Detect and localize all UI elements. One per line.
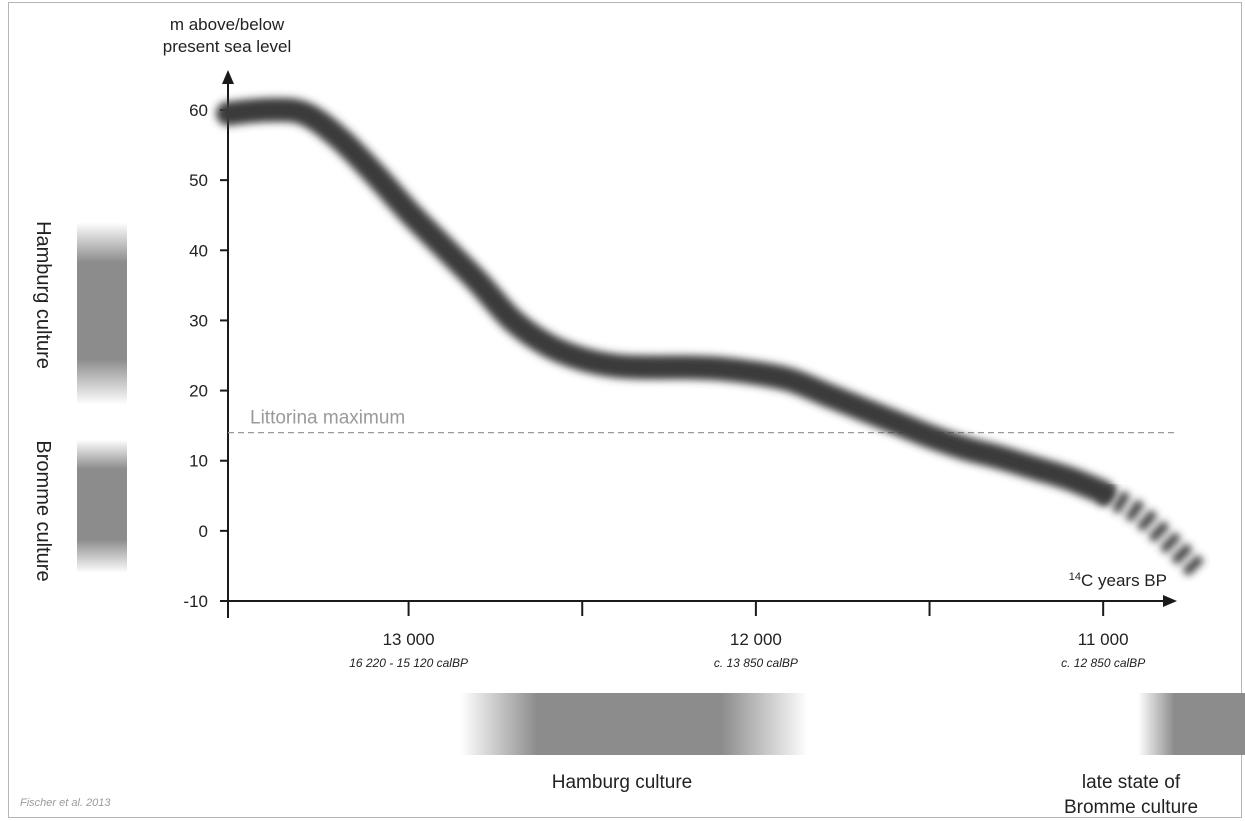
x-tick-sublabel: c. 13 850 calBP [714, 656, 798, 670]
x-ticks: 13 000 16 220 - 15 120 calBP 12 000 c. 13 8… [227, 601, 1145, 670]
x-axis-title-main: C years BP [1081, 571, 1167, 590]
x-tick-sublabel: c. 12 850 calBP [1061, 656, 1145, 670]
x-band-label-bromme-line1: late state of [1082, 772, 1181, 793]
y-band-label-hamburg: Hamburg culture [32, 221, 54, 369]
source-credit: Fischer et al. 2013 [20, 797, 111, 809]
x-tick-label: 13 000 [383, 630, 435, 649]
x-band-label-bromme-line2: Bromme culture [1064, 797, 1198, 818]
x-axis-arrow [1163, 595, 1177, 607]
y-tick-label: 20 [189, 382, 208, 401]
x-culture-bands [460, 693, 1245, 755]
x-tick-sublabel: 16 220 - 15 120 calBP [349, 656, 468, 670]
littorina-maximum-label: Littorina maximum [250, 408, 405, 429]
x-culture-band [460, 693, 808, 755]
x-tick-label: 12 000 [730, 630, 782, 649]
y-tick-label: 30 [189, 311, 208, 330]
x-axis-title: 14C years BP [1069, 571, 1167, 590]
sea-level-curve-uncertain [1097, 482, 1209, 581]
y-ticks: 60 50 40 30 20 10 0 -10 [183, 101, 228, 611]
y-tick-label: 60 [189, 101, 208, 120]
y-axis-title-line2: present sea level [163, 37, 292, 56]
y-culture-band [77, 222, 127, 405]
y-culture-bands [77, 222, 127, 573]
x-band-label-hamburg: Hamburg culture [552, 772, 692, 793]
y-tick-label: -10 [183, 592, 208, 611]
y-tick-label: 40 [189, 241, 208, 260]
x-axis-title-sup: 14 [1069, 571, 1081, 583]
sea-level-curve [216, 97, 1116, 505]
y-culture-band [77, 439, 127, 573]
sea-level-curves [216, 97, 1209, 581]
y-axis-arrow [222, 70, 234, 84]
chart-frame [8, 2, 1242, 818]
x-tick-label: 11 000 [1078, 630, 1129, 649]
y-band-label-bromme: Bromme culture [32, 440, 54, 581]
axes [222, 70, 1177, 615]
x-culture-band [1137, 693, 1245, 755]
y-axis-title-line1: m above/below [170, 15, 285, 34]
y-tick-label: 0 [199, 522, 208, 541]
y-tick-label: 50 [189, 171, 208, 190]
y-tick-label: 10 [189, 452, 208, 471]
